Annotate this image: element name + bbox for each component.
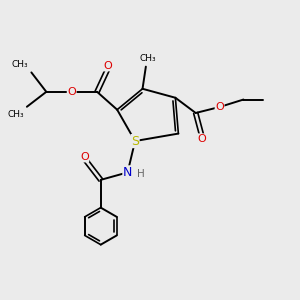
Text: O: O (80, 152, 89, 162)
Text: O: O (197, 134, 206, 144)
Text: CH₃: CH₃ (139, 54, 156, 63)
Text: N: N (123, 166, 132, 179)
Text: O: O (67, 87, 76, 97)
Text: S: S (131, 134, 139, 148)
Text: O: O (103, 61, 112, 71)
Text: H: H (137, 169, 145, 179)
Text: CH₃: CH₃ (12, 60, 28, 69)
Text: CH₃: CH₃ (7, 110, 24, 119)
Text: O: O (215, 102, 224, 112)
